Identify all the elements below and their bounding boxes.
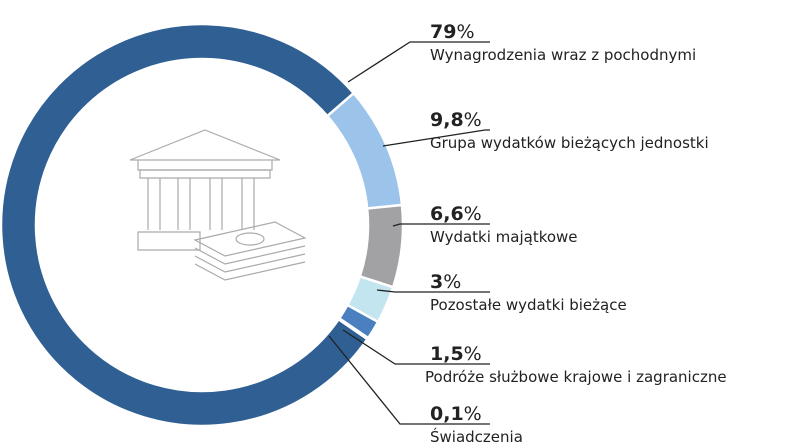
leader-line: [328, 335, 490, 425]
donut-slice: [0, 22, 370, 428]
value-number: 79: [430, 21, 456, 43]
leader-line: [376, 289, 490, 293]
value-label: 79%: [430, 21, 475, 43]
leader-line: [342, 329, 490, 365]
value-unit: %: [464, 343, 482, 365]
category-label: Świadczenia: [430, 427, 523, 446]
donut-slice: [358, 203, 405, 289]
leader-line: [347, 41, 490, 83]
value-unit: %: [464, 203, 482, 225]
value-number: 9,8: [430, 109, 464, 131]
value-unit: %: [464, 403, 482, 425]
value-label: 9,8%: [430, 109, 482, 131]
value-label: 0,1%: [430, 403, 482, 425]
category-label: Grupa wydatków bieżących jednostki: [430, 134, 709, 152]
value-label: 6,6%: [430, 203, 482, 225]
leader-line: [382, 129, 490, 147]
value-unit: %: [443, 271, 461, 293]
donut-slice: [325, 91, 404, 210]
value-unit: %: [456, 21, 474, 43]
value-unit: %: [464, 109, 482, 131]
value-number: 6,6: [430, 203, 464, 225]
value-label: 1,5%: [430, 343, 482, 365]
donut-slice: [336, 316, 370, 341]
value-number: 0,1: [430, 403, 464, 425]
value-label: 3%: [430, 271, 461, 293]
category-label: Podróże służbowe krajowe i zagraniczne: [425, 368, 727, 386]
category-label: Wydatki majątkowe: [430, 228, 578, 246]
value-number: 1,5: [430, 343, 464, 365]
value-number: 3: [430, 271, 443, 293]
bank-icon: [129, 129, 307, 281]
category-label: Pozostałe wydatki bieżące: [430, 296, 627, 314]
category-label: Wynagrodzenia wraz z pochodnymi: [430, 46, 696, 64]
leader-line: [392, 223, 490, 227]
